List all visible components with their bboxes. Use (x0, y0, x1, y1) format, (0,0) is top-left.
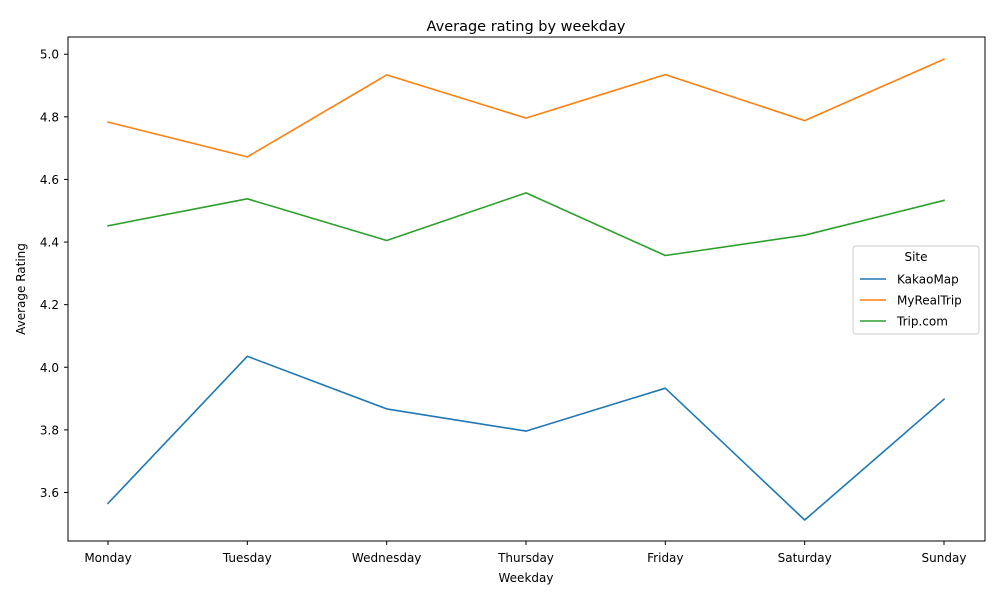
series-line-kakaomap (106, 355, 946, 521)
y-tick-label: 3.8 (40, 423, 59, 437)
legend-label: MyRealTrip (897, 294, 962, 308)
y-tick-label: 4.4 (40, 236, 59, 250)
legend-label: KakaoMap (897, 273, 959, 287)
legend: Site KakaoMap MyRealTrip Trip.com (852, 245, 980, 335)
x-tick-label: Friday (647, 551, 683, 565)
y-tick-label: 4.0 (40, 361, 59, 375)
x-tick-label: Monday (84, 551, 131, 565)
x-tick-label: Tuesday (222, 551, 272, 565)
y-tick-label: 4.8 (40, 110, 59, 124)
y-tick-label: 4.2 (40, 298, 59, 312)
x-tick-label: Thursday (497, 551, 554, 565)
legend-entries: KakaoMap MyRealTrip Trip.com (860, 273, 962, 329)
x-tick-label: Sunday (922, 551, 967, 565)
series-layer (106, 58, 946, 521)
x-tick-label: Wednesday (352, 551, 421, 565)
chart-title: Average rating by weekday (427, 19, 626, 35)
x-axis-ticks: Monday Tuesday Wednesday Thursday Friday Satu… (84, 541, 966, 565)
y-tick-label: 3.6 (40, 486, 59, 500)
legend-box (852, 245, 980, 335)
y-axis-ticks: 3.6 3.8 4.0 4.2 4.4 4.6 4.8 5.0 (40, 48, 68, 500)
x-axis-label: Weekday (499, 571, 554, 585)
legend-title: Site (904, 250, 927, 264)
legend-label: Trip.com (896, 315, 948, 329)
y-tick-label: 4.6 (40, 173, 59, 187)
series-line-trip-com (107, 192, 945, 257)
y-axis-label: Average Rating (14, 243, 28, 335)
y-tick-label: 5.0 (40, 48, 59, 62)
series-line-myrealtrip (107, 58, 946, 158)
plot-frame (67, 36, 986, 542)
x-tick-label: Saturday (778, 551, 832, 565)
